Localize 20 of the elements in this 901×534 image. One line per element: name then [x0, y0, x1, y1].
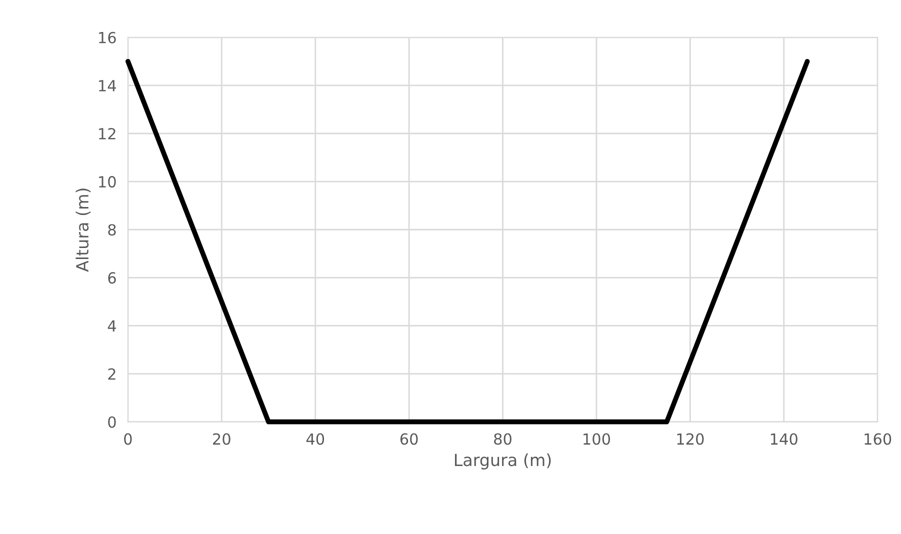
x-tick-label: 80 [494, 433, 512, 445]
y-tick-label: 10 [99, 176, 116, 188]
x-tick-label: 40 [306, 433, 324, 445]
x-tick-label: 120 [677, 433, 704, 445]
x-tick-label: 20 [213, 433, 230, 445]
x-tick-label: 0 [124, 433, 132, 445]
y-tick-label: 6 [108, 272, 116, 284]
x-tick-label: 100 [584, 433, 610, 445]
y-tick-label: 2 [108, 368, 116, 380]
y-tick-label: 8 [108, 224, 116, 236]
y-axis-title: Altura (m) [76, 188, 91, 272]
y-tick-label: 14 [99, 80, 116, 92]
x-tick-label: 140 [770, 433, 798, 445]
x-axis-title: Largura (m) [454, 453, 551, 470]
y-tick-label: 12 [99, 128, 116, 140]
x-tick-label: 60 [400, 433, 418, 445]
y-tick-label: 0 [108, 416, 116, 428]
y-tick-label: 16 [99, 32, 116, 44]
y-tick-label: 4 [108, 320, 116, 332]
x-tick-label: 160 [864, 433, 892, 445]
